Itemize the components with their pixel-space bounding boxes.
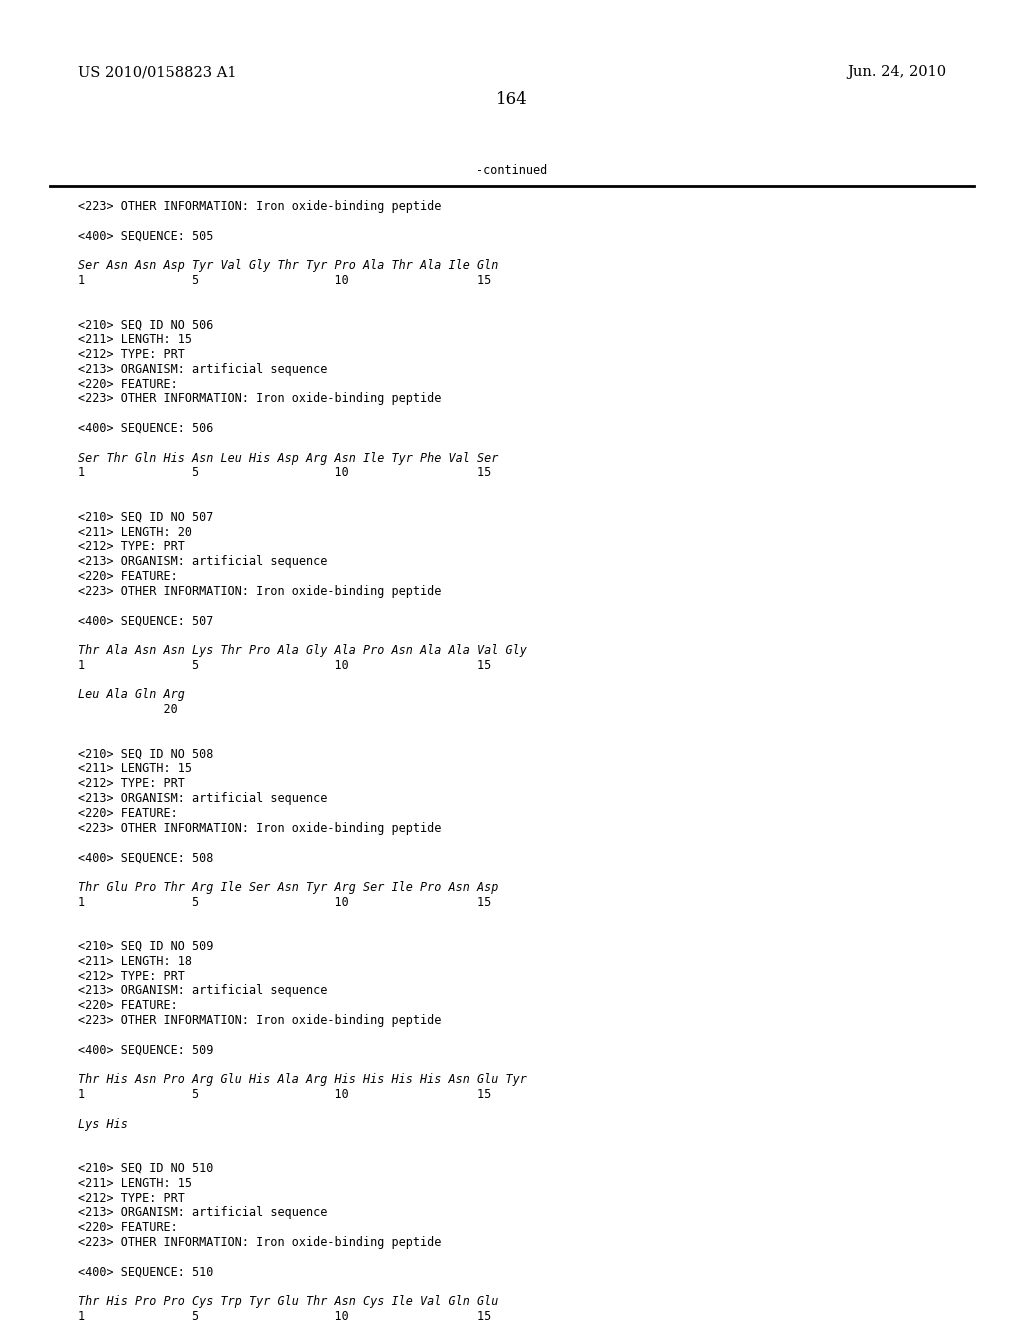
Text: Thr Ala Asn Asn Lys Thr Pro Ala Gly Ala Pro Asn Ala Ala Val Gly: Thr Ala Asn Asn Lys Thr Pro Ala Gly Ala … [78,644,527,657]
Text: <210> SEQ ID NO 509: <210> SEQ ID NO 509 [78,940,213,953]
Text: <211> LENGTH: 20: <211> LENGTH: 20 [78,525,193,539]
Text: 1               5                   10                  15: 1 5 10 15 [78,1088,492,1101]
Text: <212> TYPE: PRT: <212> TYPE: PRT [78,970,185,982]
Text: Thr Glu Pro Thr Arg Ile Ser Asn Tyr Arg Ser Ile Pro Asn Asp: Thr Glu Pro Thr Arg Ile Ser Asn Tyr Arg … [78,880,499,894]
Text: <220> FEATURE:: <220> FEATURE: [78,807,178,820]
Text: 1               5                   10                  15: 1 5 10 15 [78,659,492,672]
Text: <210> SEQ ID NO 510: <210> SEQ ID NO 510 [78,1162,213,1175]
Text: <223> OTHER INFORMATION: Iron oxide-binding peptide: <223> OTHER INFORMATION: Iron oxide-bind… [78,201,441,213]
Text: <400> SEQUENCE: 505: <400> SEQUENCE: 505 [78,230,213,243]
Text: 1               5                   10                  15: 1 5 10 15 [78,1309,492,1320]
Text: US 2010/0158823 A1: US 2010/0158823 A1 [78,65,237,79]
Text: 1               5                   10                  15: 1 5 10 15 [78,275,492,286]
Text: <211> LENGTH: 15: <211> LENGTH: 15 [78,1177,193,1189]
Text: <211> LENGTH: 18: <211> LENGTH: 18 [78,954,193,968]
Text: Leu Ala Gln Arg: Leu Ala Gln Arg [78,689,185,701]
Text: <210> SEQ ID NO 507: <210> SEQ ID NO 507 [78,511,213,524]
Text: -continued: -continued [476,164,548,177]
Text: <400> SEQUENCE: 510: <400> SEQUENCE: 510 [78,1266,213,1279]
Text: Ser Thr Gln His Asn Leu His Asp Arg Asn Ile Tyr Phe Val Ser: Ser Thr Gln His Asn Leu His Asp Arg Asn … [78,451,499,465]
Text: <212> TYPE: PRT: <212> TYPE: PRT [78,777,185,791]
Text: <220> FEATURE:: <220> FEATURE: [78,570,178,583]
Text: <223> OTHER INFORMATION: Iron oxide-binding peptide: <223> OTHER INFORMATION: Iron oxide-bind… [78,392,441,405]
Text: <223> OTHER INFORMATION: Iron oxide-binding peptide: <223> OTHER INFORMATION: Iron oxide-bind… [78,1236,441,1249]
Text: Ser Asn Asn Asp Tyr Val Gly Thr Tyr Pro Ala Thr Ala Ile Gln: Ser Asn Asn Asp Tyr Val Gly Thr Tyr Pro … [78,259,499,272]
Text: <211> LENGTH: 15: <211> LENGTH: 15 [78,763,193,775]
Text: 164: 164 [496,91,528,108]
Text: <212> TYPE: PRT: <212> TYPE: PRT [78,540,185,553]
Text: <213> ORGANISM: artificial sequence: <213> ORGANISM: artificial sequence [78,985,328,998]
Text: 20: 20 [78,704,178,717]
Text: <212> TYPE: PRT: <212> TYPE: PRT [78,1192,185,1205]
Text: <210> SEQ ID NO 506: <210> SEQ ID NO 506 [78,318,213,331]
Text: <210> SEQ ID NO 508: <210> SEQ ID NO 508 [78,747,213,760]
Text: <400> SEQUENCE: 508: <400> SEQUENCE: 508 [78,851,213,865]
Text: Thr His Pro Pro Cys Trp Tyr Glu Thr Asn Cys Ile Val Gln Glu: Thr His Pro Pro Cys Trp Tyr Glu Thr Asn … [78,1295,499,1308]
Text: <213> ORGANISM: artificial sequence: <213> ORGANISM: artificial sequence [78,1206,328,1220]
Text: Thr His Asn Pro Arg Glu His Ala Arg His His His His Asn Glu Tyr: Thr His Asn Pro Arg Glu His Ala Arg His … [78,1073,527,1086]
Text: <213> ORGANISM: artificial sequence: <213> ORGANISM: artificial sequence [78,556,328,568]
Text: <220> FEATURE:: <220> FEATURE: [78,1221,178,1234]
Text: Lys His: Lys His [78,1118,128,1131]
Text: Jun. 24, 2010: Jun. 24, 2010 [847,65,946,79]
Text: <223> OTHER INFORMATION: Iron oxide-binding peptide: <223> OTHER INFORMATION: Iron oxide-bind… [78,821,441,834]
Text: <220> FEATURE:: <220> FEATURE: [78,999,178,1012]
Text: <211> LENGTH: 15: <211> LENGTH: 15 [78,333,193,346]
Text: <220> FEATURE:: <220> FEATURE: [78,378,178,391]
Text: <223> OTHER INFORMATION: Iron oxide-binding peptide: <223> OTHER INFORMATION: Iron oxide-bind… [78,585,441,598]
Text: <400> SEQUENCE: 507: <400> SEQUENCE: 507 [78,614,213,627]
Text: <400> SEQUENCE: 506: <400> SEQUENCE: 506 [78,422,213,436]
Text: 1               5                   10                  15: 1 5 10 15 [78,466,492,479]
Text: <212> TYPE: PRT: <212> TYPE: PRT [78,348,185,360]
Text: <223> OTHER INFORMATION: Iron oxide-binding peptide: <223> OTHER INFORMATION: Iron oxide-bind… [78,1014,441,1027]
Text: <213> ORGANISM: artificial sequence: <213> ORGANISM: artificial sequence [78,792,328,805]
Text: <400> SEQUENCE: 509: <400> SEQUENCE: 509 [78,1044,213,1056]
Text: <213> ORGANISM: artificial sequence: <213> ORGANISM: artificial sequence [78,363,328,376]
Text: 1               5                   10                  15: 1 5 10 15 [78,895,492,908]
